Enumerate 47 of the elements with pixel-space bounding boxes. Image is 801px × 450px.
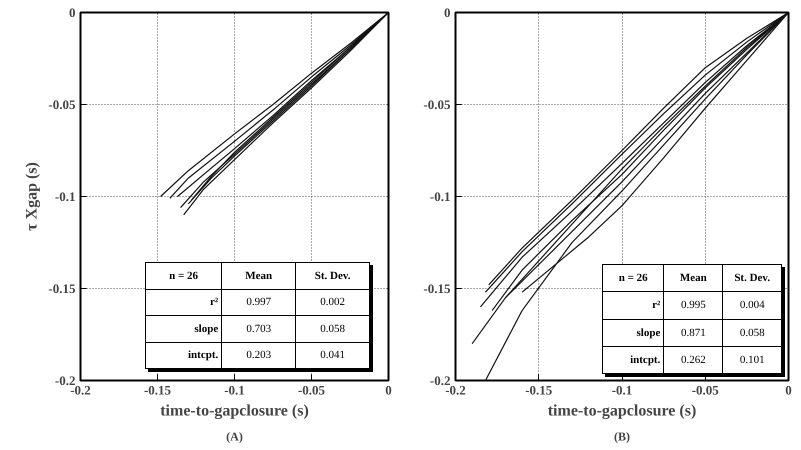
annotation: 0.997: [222, 289, 296, 316]
x-tick-label: -0.15: [144, 382, 172, 398]
annotation: 0.995: [664, 292, 723, 319]
annotation: 0.058: [296, 316, 370, 342]
annotation: 0.203: [222, 342, 296, 368]
x-tick-label: -0.05: [298, 382, 326, 398]
annotation: slope: [602, 319, 664, 346]
x-tick-label: -0.05: [692, 382, 720, 398]
annotation: 0.871: [664, 319, 723, 346]
y-tick-label: -0.2: [54, 373, 76, 388]
x-tick-label: -0.1: [224, 382, 245, 398]
annotation: 0.703: [222, 316, 296, 342]
y-tick-label: -0.05: [423, 97, 451, 112]
text: (B): [614, 430, 630, 444]
x-tick-label: -0.15: [525, 382, 553, 398]
annotation: slope: [146, 316, 222, 342]
x-tick-label: 0: [785, 382, 792, 398]
annotation: 0.101: [722, 346, 782, 374]
y-tick-label: -0.1: [430, 189, 451, 204]
annotation: St. Dev.: [296, 262, 370, 289]
annotation: n = 26: [602, 264, 664, 292]
x-tick-label: -0.1: [612, 382, 632, 398]
annotation: 0.262: [664, 346, 723, 374]
annotation: r²: [602, 292, 664, 319]
annotation: 0.004: [722, 292, 782, 319]
y-tick-label: -0.1: [54, 189, 76, 204]
x-axis-title: time-to-gapclosure (s): [160, 402, 309, 420]
y-tick-label: -0.2: [430, 373, 451, 388]
y-tick-label: -0.15: [48, 281, 76, 296]
annotation: intcpt.: [146, 342, 222, 368]
x-tick-label: 0: [385, 382, 392, 398]
annotation: 0.058: [722, 319, 782, 346]
x-axis-title: time-to-gapclosure (s): [548, 402, 696, 420]
text: (A): [226, 430, 243, 444]
annotation: Mean: [664, 264, 723, 292]
y-tick-label: 0: [444, 5, 450, 20]
annotation: 0.041: [296, 342, 370, 368]
annotation: intcpt.: [602, 346, 664, 374]
annotation: Mean: [222, 262, 296, 289]
annotation: 0.002: [296, 289, 370, 316]
y-tick-label: -0.05: [48, 97, 76, 112]
y-tick-label: -0.15: [423, 281, 451, 296]
annotation: St. Dev.: [722, 264, 782, 292]
y-axis-title: τ Xgap (s): [23, 162, 40, 231]
annotation: r²: [146, 289, 222, 316]
annotation: n = 26: [146, 262, 222, 289]
y-tick-label: 0: [69, 5, 76, 20]
